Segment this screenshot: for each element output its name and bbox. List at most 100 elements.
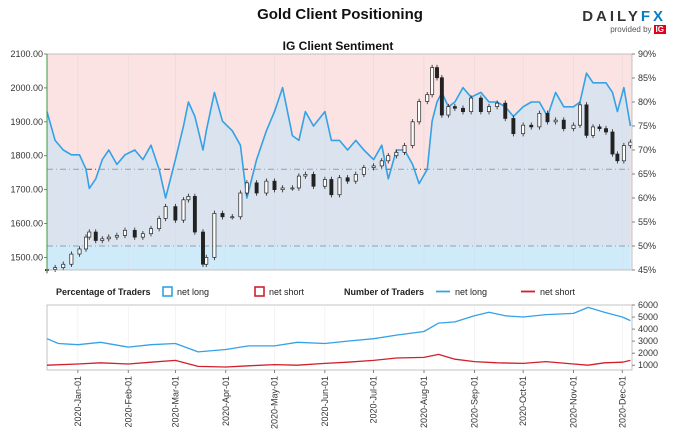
x-tick-label-9: 2020-Oct-01 xyxy=(518,376,528,426)
price-candle-11 xyxy=(123,229,127,236)
price-candle-12 xyxy=(132,229,137,238)
price-candle-14 xyxy=(149,228,153,235)
price-candle-70 xyxy=(584,104,589,136)
price-candle-28 xyxy=(254,182,259,194)
price-candle-6 xyxy=(87,231,92,238)
right-tick-label-7: 80% xyxy=(638,97,656,107)
price-candle-44 xyxy=(386,155,391,162)
traders-tick-label-3: 4000 xyxy=(638,324,658,334)
price-candle-76 xyxy=(621,145,626,162)
price-candle-20 xyxy=(192,196,197,233)
legend-pct-long-swatch xyxy=(162,286,173,297)
price-candle-18 xyxy=(181,199,186,221)
left-tick-label-3: 1800.00 xyxy=(10,151,43,161)
price-candle-57 xyxy=(478,97,483,112)
price-candle-26 xyxy=(238,192,243,218)
price-candle-66 xyxy=(553,119,558,123)
price-candle-22 xyxy=(204,257,209,265)
price-candle-43 xyxy=(379,160,384,167)
price-candle-71 xyxy=(591,126,595,136)
price-candle-32 xyxy=(290,187,295,190)
price-candle-40 xyxy=(353,174,358,182)
dailyfx-logo: DAILYFX provided by IG xyxy=(582,8,666,34)
left-tick-label-4: 1900.00 xyxy=(10,117,43,127)
price-candle-2 xyxy=(61,263,66,268)
x-tick-label-1: 2020-Feb-01 xyxy=(123,376,133,428)
x-tick-label-3: 2020-Apr-01 xyxy=(221,376,231,426)
price-candle-63 xyxy=(529,124,534,128)
price-candle-72 xyxy=(597,126,602,129)
price-candle-42 xyxy=(371,165,376,168)
traders-tick-label-0: 1000 xyxy=(638,360,658,370)
ig-logo: IG xyxy=(653,25,666,34)
logo-provided-by: provided by IG xyxy=(610,25,666,34)
price-candle-39 xyxy=(345,177,350,182)
traders-panel: 1000 2000 3000 4000 5000 6000 xyxy=(46,300,658,371)
left-tick-label-5: 2000.00 xyxy=(10,83,43,93)
price-candle-35 xyxy=(311,174,316,187)
net-short-traders-line xyxy=(46,353,631,368)
price-candle-7 xyxy=(93,231,98,241)
right-tick-label-6: 75% xyxy=(638,121,656,131)
price-candle-47 xyxy=(410,121,415,146)
net-long-area xyxy=(47,73,631,270)
price-candle-5 xyxy=(84,236,88,250)
left-tick-label-6: 2100.00 xyxy=(10,49,43,59)
price-candle-24 xyxy=(220,213,225,218)
legend-pct-short-label: net short xyxy=(269,287,305,297)
price-candle-37 xyxy=(329,179,334,196)
right-tick-label-8: 85% xyxy=(638,73,656,83)
traders-tick-label-4: 5000 xyxy=(638,312,658,322)
price-candle-49 xyxy=(425,94,430,102)
price-candle-31 xyxy=(280,187,285,190)
price-candle-59 xyxy=(495,102,500,107)
legend-pct-short-swatch xyxy=(254,286,265,297)
right-tick-label-4: 65% xyxy=(638,169,656,179)
price-candle-56 xyxy=(469,97,474,112)
legend: Percentage of Traders net long net short… xyxy=(56,286,576,297)
main-panel: 1500.00 1600.00 1700.00 1800.00 1900.00 2000.… xyxy=(10,49,656,275)
x-axis: 2020-Jan-01 2020-Feb-01 2020-Mar-01 2020-Ap… xyxy=(73,370,627,429)
left-tick-label-1: 1600.00 xyxy=(10,219,43,229)
price-candle-3 xyxy=(69,253,74,265)
x-tick-label-8: 2020-Sep-01 xyxy=(469,376,479,428)
x-tick-label-4: 2020-May-01 xyxy=(270,376,280,429)
price-candle-8 xyxy=(100,238,105,241)
price-candle-4 xyxy=(77,248,82,255)
price-candle-54 xyxy=(452,106,457,109)
price-candle-50 xyxy=(430,67,435,96)
price-candle-29 xyxy=(264,180,269,194)
price-candle-45 xyxy=(394,151,399,157)
right-tick-label-1: 50% xyxy=(638,241,656,251)
price-candle-65 xyxy=(545,112,550,123)
price-candle-48 xyxy=(417,101,422,123)
legend-num-long-label: net long xyxy=(455,287,487,297)
price-candle-74 xyxy=(610,131,615,155)
price-candle-64 xyxy=(537,112,542,128)
x-tick-label-5: 2020-Jun-01 xyxy=(320,376,330,427)
price-candle-17 xyxy=(173,206,178,221)
price-candle-33 xyxy=(296,175,301,189)
price-candle-21 xyxy=(201,231,205,265)
price-candle-23 xyxy=(212,213,217,258)
x-tick-label-11: 2020-Dec-01 xyxy=(617,376,627,428)
price-candle-10 xyxy=(114,235,119,238)
net-long-traders-line xyxy=(46,306,631,353)
price-candle-13 xyxy=(140,233,145,238)
net-long-pct-line xyxy=(46,72,632,199)
price-candle-68 xyxy=(571,124,576,129)
chart-subtitle: IG Client Sentiment xyxy=(283,39,394,53)
right-tick-label-0: 45% xyxy=(638,265,656,275)
price-candle-73 xyxy=(604,128,608,133)
price-candle-9 xyxy=(106,236,111,240)
x-tick-label-6: 2020-Jul-01 xyxy=(369,376,379,424)
price-candle-16 xyxy=(163,206,168,219)
traders-tick-label-5: 6000 xyxy=(638,300,658,310)
price-candle-30 xyxy=(272,180,277,190)
left-tick-label-2: 1700.00 xyxy=(10,185,43,195)
legend-num-title: Number of Traders xyxy=(344,287,424,297)
price-candle-25 xyxy=(230,216,235,219)
price-candle-36 xyxy=(322,179,327,187)
price-candle-19 xyxy=(186,196,191,201)
